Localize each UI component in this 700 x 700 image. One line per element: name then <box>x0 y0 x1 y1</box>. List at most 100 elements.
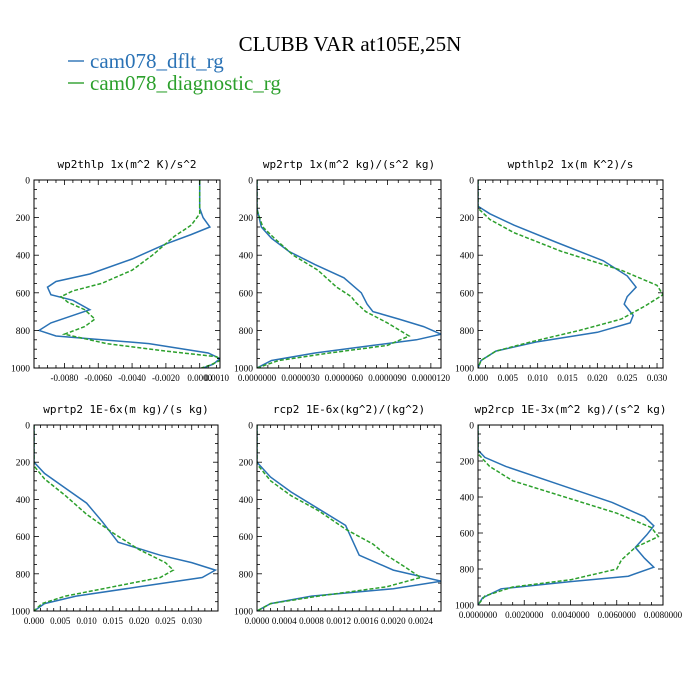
panel-title: wpthlp2 1x(m K^2)/s <box>508 158 634 171</box>
x-tick-label: 0.000 <box>24 616 45 626</box>
y-tick-label: 400 <box>239 252 254 262</box>
x-tick-label: 0.015 <box>557 373 578 383</box>
x-tick-label: -0.0020 <box>152 373 180 383</box>
y-tick-label: 600 <box>460 530 475 540</box>
y-tick-label: 600 <box>460 289 475 299</box>
series-line-2 <box>257 425 423 611</box>
legend: cam078_dflt_rg cam078_diagnostic_rg <box>68 49 281 95</box>
y-tick-label: 600 <box>16 533 31 543</box>
x-tick-label: 0.0000000 <box>238 373 277 383</box>
y-tick-label: 200 <box>239 214 254 224</box>
x-tick-label: -0.0040 <box>118 373 146 383</box>
x-tick-label: 0.0012 <box>326 616 351 626</box>
axes-frame <box>256 424 442 612</box>
y-tick-label: 1000 <box>11 608 30 618</box>
x-tick-label: 0.005 <box>50 616 71 626</box>
x-tick-label: 0.0000060 <box>325 373 364 383</box>
x-tick-label: 0.0008 <box>299 616 324 626</box>
x-tick-label: 0.0016 <box>354 616 379 626</box>
legend-entry-2: cam078_diagnostic_rg <box>68 71 281 95</box>
x-tick-label: 0.015 <box>103 616 124 626</box>
y-tick-label: 0 <box>248 177 253 187</box>
axes-frame <box>477 424 664 606</box>
series-line-1 <box>478 425 656 605</box>
y-tick-label: 1000 <box>455 602 474 612</box>
series-line-2 <box>59 180 220 368</box>
x-tick-label: 0.0040000 <box>551 610 590 620</box>
panel-1: wp2thlp 1x(m^2 K)/s^2 0 200 400 600 800 1000 -0… <box>11 158 229 383</box>
x-tick-label: 0.0000090 <box>368 373 407 383</box>
x-tick-label: 0.010 <box>528 373 549 383</box>
x-tick-label: -0.0060 <box>84 373 112 383</box>
axes-frame <box>33 424 219 612</box>
x-tick-label: 0.0000 <box>187 373 212 383</box>
y-tick-label: 800 <box>239 570 254 580</box>
y-tick-label: 1000 <box>455 365 474 375</box>
y-tick-label: 800 <box>460 566 475 576</box>
x-tick-label: 0.025 <box>617 373 638 383</box>
x-tick-label: 0.0000 <box>245 616 270 626</box>
x-tick-label: 0.0060000 <box>598 610 637 620</box>
x-tick-label: 0.030 <box>182 616 203 626</box>
x-tick-label: 0.030 <box>647 373 668 383</box>
series-line-1 <box>37 180 220 368</box>
y-tick-label: 800 <box>16 327 31 337</box>
x-tick-label: 0.0080000 <box>644 610 683 620</box>
x-tick-label: 0.025 <box>155 616 176 626</box>
x-tick-label: 0.020 <box>129 616 150 626</box>
y-tick-label: 200 <box>16 459 31 469</box>
y-tick-label: 1000 <box>234 365 253 375</box>
y-tick-label: 400 <box>16 252 31 262</box>
y-tick-label: 600 <box>16 289 31 299</box>
axes-frame <box>33 179 221 369</box>
x-tick-label: 0.0000030 <box>281 373 320 383</box>
y-tick-label: 800 <box>460 327 475 337</box>
series-line-1 <box>257 425 441 611</box>
y-tick-label: 0 <box>248 422 253 432</box>
y-tick-label: 400 <box>460 494 475 504</box>
y-tick-label: 200 <box>460 214 475 224</box>
x-tick-label: -0.0080 <box>51 373 79 383</box>
x-tick-label: 0.0010 <box>204 373 229 383</box>
y-tick-label: 200 <box>239 459 254 469</box>
y-tick-label: 0 <box>469 177 474 187</box>
legend-entry-1: cam078_dflt_rg <box>68 49 224 73</box>
x-tick-label: 0.0024 <box>408 616 433 626</box>
y-tick-label: 0 <box>25 422 30 432</box>
panel-title: wp2rtp 1x(m^2 kg)/(s^2 kg) <box>263 158 435 171</box>
panel-3: wpthlp2 1x(m K^2)/s 0 200 400 600 800 1000 0.00… <box>455 158 668 383</box>
legend-label-2: cam078_diagnostic_rg <box>90 71 281 95</box>
y-tick-label: 0 <box>25 177 30 187</box>
x-tick-label: 0.020 <box>587 373 608 383</box>
y-tick-label: 400 <box>460 252 475 262</box>
y-tick-label: 800 <box>239 327 254 337</box>
series-line-1 <box>34 425 218 611</box>
x-tick-label: 0.0000120 <box>412 373 451 383</box>
y-tick-label: 1000 <box>11 365 30 375</box>
panel-6: wp2rcp 1E-3x(m^2 kg)/(s^2 kg)0 200 400 600 8… <box>455 403 683 620</box>
series-line-2 <box>478 180 663 368</box>
panel-5: rcp2 1E-6x(kg^2)/(kg^2) 0 200 400 600 800 1000… <box>234 403 442 626</box>
panels: wp2thlp 1x(m^2 K)/s^2 0 200 400 600 800 1000 -0… <box>11 158 683 626</box>
panel-title: rcp2 1E-6x(kg^2)/(kg^2) <box>273 403 425 416</box>
legend-label-1: cam078_dflt_rg <box>90 49 224 73</box>
y-tick-label: 400 <box>16 496 31 506</box>
panel-title: wp2thlp 1x(m^2 K)/s^2 <box>57 158 196 171</box>
panel-2: wp2rtp 1x(m^2 kg)/(s^2 kg) 0 200 400 600 800 1… <box>234 158 450 383</box>
x-tick-label: 0.0020 <box>381 616 406 626</box>
panel-4: wprtp2 1E-6x(m kg)/(s kg) 0 200 400 600 800 10… <box>11 403 219 626</box>
y-tick-label: 600 <box>239 533 254 543</box>
x-tick-label: 0.005 <box>498 373 519 383</box>
y-tick-label: 200 <box>16 214 31 224</box>
y-tick-label: 400 <box>239 496 254 506</box>
y-tick-label: 1000 <box>234 608 253 618</box>
y-tick-label: 0 <box>469 422 474 432</box>
series-line-2 <box>478 425 660 605</box>
panel-title: wprtp2 1E-6x(m kg)/(s kg) <box>43 403 209 416</box>
x-tick-label: 0.010 <box>76 616 97 626</box>
series-line-1 <box>478 180 638 368</box>
x-tick-label: 0.0000000 <box>459 610 498 620</box>
y-tick-label: 800 <box>16 570 31 580</box>
figure-title: CLUBB VAR at105E,25N <box>239 32 462 56</box>
